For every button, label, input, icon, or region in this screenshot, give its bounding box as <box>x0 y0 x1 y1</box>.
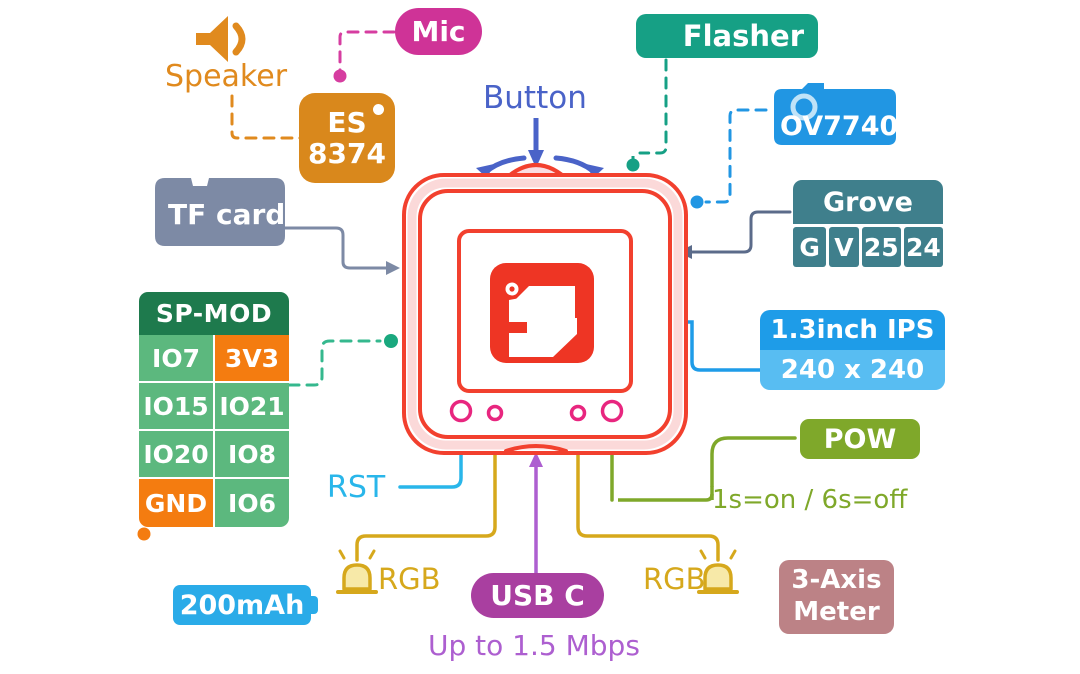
spmod-cell: IO21 <box>215 383 289 431</box>
flasher-label: Flasher <box>682 19 804 53</box>
board-body <box>402 173 688 455</box>
battery-badge: 200mAh <box>173 585 318 625</box>
rgb-right-connector <box>571 419 720 562</box>
grove-pin-1: V <box>829 227 859 267</box>
board-button-dome <box>500 163 572 184</box>
ips-line1: 1.3inch IPS <box>760 310 945 350</box>
chip-pin1-dot <box>373 104 384 115</box>
spmod-row: GND IO6 <box>139 479 289 527</box>
grove-pin-0: G <box>793 227 827 267</box>
rgb-beacon-left-icon <box>336 547 378 594</box>
usb-connector <box>529 452 543 576</box>
grove-pin-2: 25 <box>861 227 901 267</box>
spmod-cell: IO8 <box>215 431 289 479</box>
camera-connector <box>690 108 768 209</box>
grove-connector <box>678 210 792 259</box>
s-logo <box>490 263 594 363</box>
usb-note: Up to 1.5 Mbps <box>428 629 640 662</box>
spmod-dot <box>137 527 151 541</box>
flasher-badge: Flasher <box>636 14 818 58</box>
meter-line1: 3-Axis <box>791 565 882 596</box>
spmod-cell: IO7 <box>139 335 215 383</box>
spmod-cell: IO6 <box>215 479 289 527</box>
grove-title: Grove <box>793 180 943 224</box>
spmod-table: SP-MOD IO7 3V3 IO15 IO21 IO20 IO8 GND IO… <box>139 292 289 527</box>
grove-pins: G V 25 24 <box>793 227 944 267</box>
tfcard-shape <box>155 178 285 246</box>
meter-line2: Meter <box>793 597 880 627</box>
usb-badge: USB C <box>471 573 604 618</box>
spmod-header: SP-MOD <box>139 292 289 335</box>
rgb-right-label: RGB <box>643 562 706 596</box>
rst-connector <box>398 417 468 489</box>
spmod-row: IO7 3V3 <box>139 335 289 383</box>
pow-note: 1s=on / 6s=off <box>712 485 908 515</box>
spmod-row: IO20 IO8 <box>139 431 289 479</box>
ips-connector <box>626 314 762 372</box>
speaker-label: Speaker <box>165 59 288 94</box>
battery-terminal <box>310 596 318 614</box>
es8374-chip: ES 8374 <box>299 93 395 183</box>
spmod-cell: GND <box>139 479 215 527</box>
speaker-icon <box>196 16 246 62</box>
button-arrows <box>476 118 604 178</box>
tfcard-badge: TF card <box>155 176 285 252</box>
mic-connector <box>333 30 396 83</box>
ips-line2: 240 x 240 <box>760 350 945 390</box>
ov7740-camera: OV7740 <box>774 83 899 149</box>
chip-line2: 8374 <box>308 137 386 170</box>
meter-badge: 3-Axis Meter <box>779 560 894 634</box>
mic-badge: Mic <box>395 8 482 55</box>
grove-badge: Grove G V 25 24 <box>793 180 944 267</box>
tfcard-label: TF card <box>168 198 286 231</box>
spmod-row: IO15 IO21 <box>139 383 289 431</box>
spmod-connector <box>287 334 398 387</box>
flasher-connector <box>626 58 668 172</box>
rst-label: RST <box>327 470 386 505</box>
pow-badge: POW <box>800 419 920 459</box>
ips-badge: 1.3inch IPS 240 x 240 <box>760 310 945 390</box>
rgb-left-label: RGB <box>378 562 441 596</box>
spmod-cell: IO15 <box>139 383 215 431</box>
grove-pin-3: 24 <box>903 227 944 267</box>
spmod-cell: 3V3 <box>215 335 289 383</box>
tfcard-connector <box>281 226 400 275</box>
board-pads <box>449 399 624 423</box>
board-screen <box>457 229 633 393</box>
camera-body <box>774 83 896 145</box>
button-label: Button <box>483 80 587 116</box>
spmod-cell: IO20 <box>139 431 215 479</box>
battery-label: 200mAh <box>179 589 305 621</box>
chip-line1: ES <box>327 105 367 139</box>
camera-label: OV7740 <box>780 111 899 142</box>
